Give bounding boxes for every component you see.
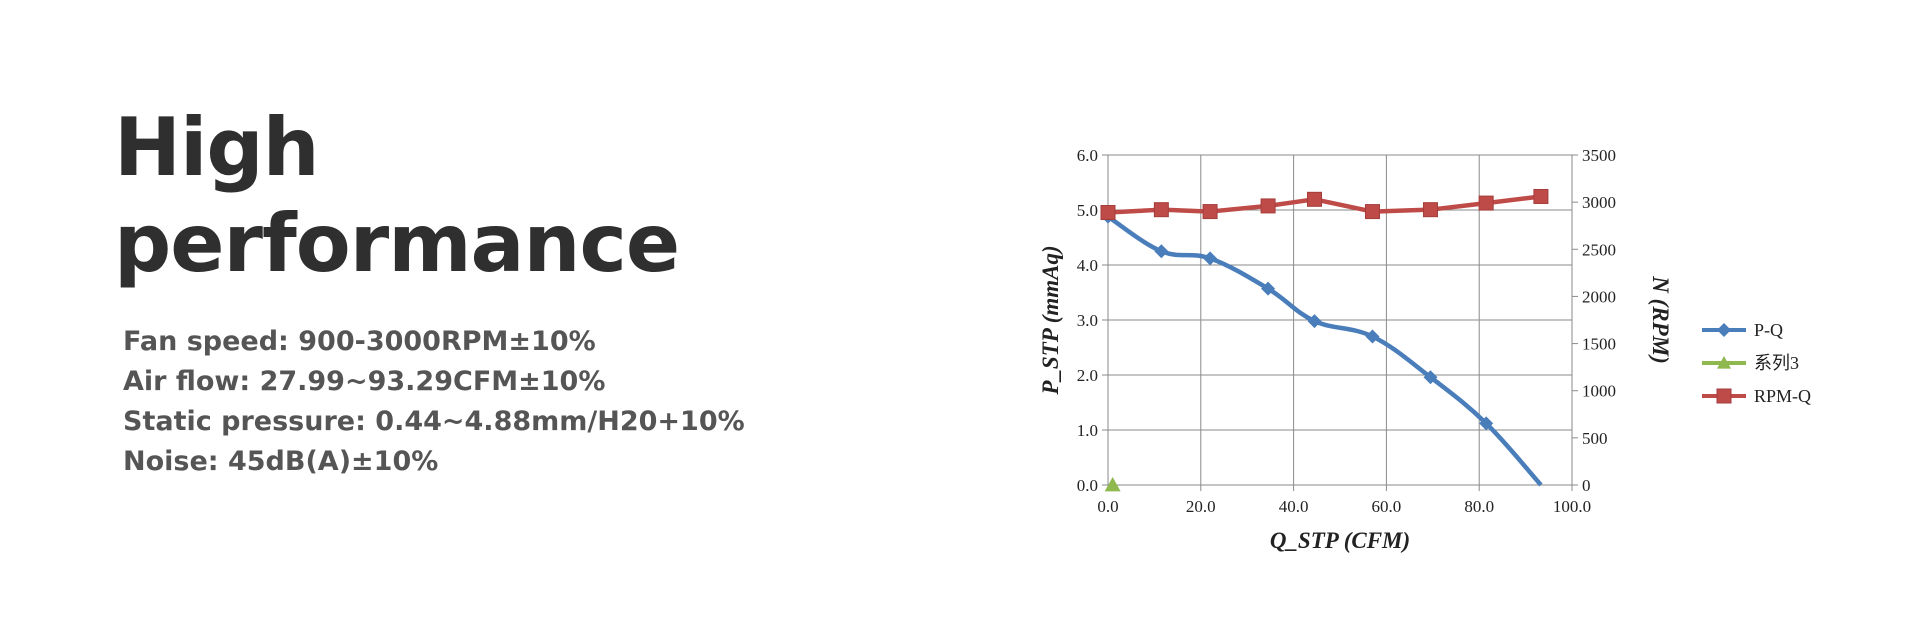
data-point (1203, 251, 1218, 266)
y2-axis-title: N (RPM) (1648, 275, 1673, 364)
x-tick-label: 40.0 (1279, 497, 1309, 516)
y2-tick-label: 2000 (1582, 287, 1616, 306)
data-point (1153, 202, 1169, 218)
tick-labels: 0.0 20.0 40.0 60.0 80.0 100.0 0.0 1.0 2.0 3.0 4.0 5… (1077, 146, 1616, 516)
data-point (1261, 281, 1276, 296)
data-point (1478, 195, 1494, 211)
y-tick-label: 5.0 (1077, 201, 1098, 220)
y-tick-label: 0.0 (1077, 476, 1098, 495)
legend-item: RPM-Q (1702, 386, 1811, 406)
series-系列3 (1104, 477, 1121, 492)
legend: P-Q 系列3 RPM-Q (1702, 320, 1811, 406)
y2-tick-label: 2500 (1582, 240, 1616, 259)
y2-tick-label: 3500 (1582, 146, 1616, 165)
data-point (1533, 188, 1549, 204)
data-point (1365, 329, 1380, 344)
y2-tick-label: 1500 (1582, 335, 1616, 354)
spec-noise: Noise: 45dB(A)±10% (123, 446, 439, 477)
x-tick-label: 100.0 (1553, 497, 1591, 516)
data-point (1104, 477, 1121, 492)
legend-item: 系列3 (1702, 353, 1799, 373)
y2-tick-label: 500 (1582, 429, 1608, 448)
spec-air-flow: Air flow: 27.99~93.29CFM±10% (123, 366, 606, 397)
series-RPM-Q (1100, 188, 1549, 221)
data-point (1202, 204, 1218, 220)
data-point (1479, 416, 1494, 431)
legend-marker (1717, 356, 1731, 369)
y-tick-label: 3.0 (1077, 311, 1098, 330)
performance-chart: 0.0 20.0 40.0 60.0 80.0 100.0 0.0 1.0 2.0 3.0 4.0 5… (1038, 146, 1811, 553)
legend-item: P-Q (1702, 320, 1783, 340)
y2-tick-label: 0 (1582, 476, 1591, 495)
spec-fan-speed: Fan speed: 900-3000RPM±10% (123, 326, 596, 357)
y2-tick-label: 1000 (1582, 382, 1616, 401)
x-tick-label: 0.0 (1097, 497, 1118, 516)
series (1100, 188, 1549, 492)
y-tick-label: 6.0 (1077, 146, 1098, 165)
data-point (1364, 204, 1380, 220)
y2-tick-label: 3000 (1582, 193, 1616, 212)
title-line-2: performance (114, 197, 680, 290)
legend-marker (1717, 323, 1731, 337)
x-tick-label: 80.0 (1464, 497, 1494, 516)
legend-label: P-Q (1754, 320, 1783, 340)
data-point (1260, 198, 1276, 214)
data-point (1306, 191, 1322, 207)
y-axis-title: P_STP (mmAq) (1038, 245, 1063, 395)
x-tick-label: 20.0 (1186, 497, 1216, 516)
data-point (1154, 244, 1169, 259)
spec-list: Fan speed: 900-3000RPM±10% Air flow: 27.… (123, 322, 745, 482)
legend-label: RPM-Q (1754, 386, 1811, 406)
grid (1102, 154, 1578, 491)
spec-static-pressure: Static pressure: 0.44~4.88mm/H20+10% (123, 406, 745, 437)
legend-marker (1716, 388, 1732, 404)
data-point (1422, 202, 1438, 218)
section-title: High performance (114, 100, 680, 292)
x-axis-title: Q_STP (CFM) (1270, 528, 1410, 553)
data-point (1100, 205, 1116, 221)
y-tick-label: 1.0 (1077, 421, 1098, 440)
legend-label: 系列3 (1754, 353, 1799, 373)
y-tick-label: 2.0 (1077, 366, 1098, 385)
data-point (1307, 314, 1322, 329)
x-tick-label: 60.0 (1372, 497, 1402, 516)
data-point (1423, 370, 1438, 385)
y-tick-label: 4.0 (1077, 256, 1098, 275)
title-line-1: High (114, 101, 320, 194)
